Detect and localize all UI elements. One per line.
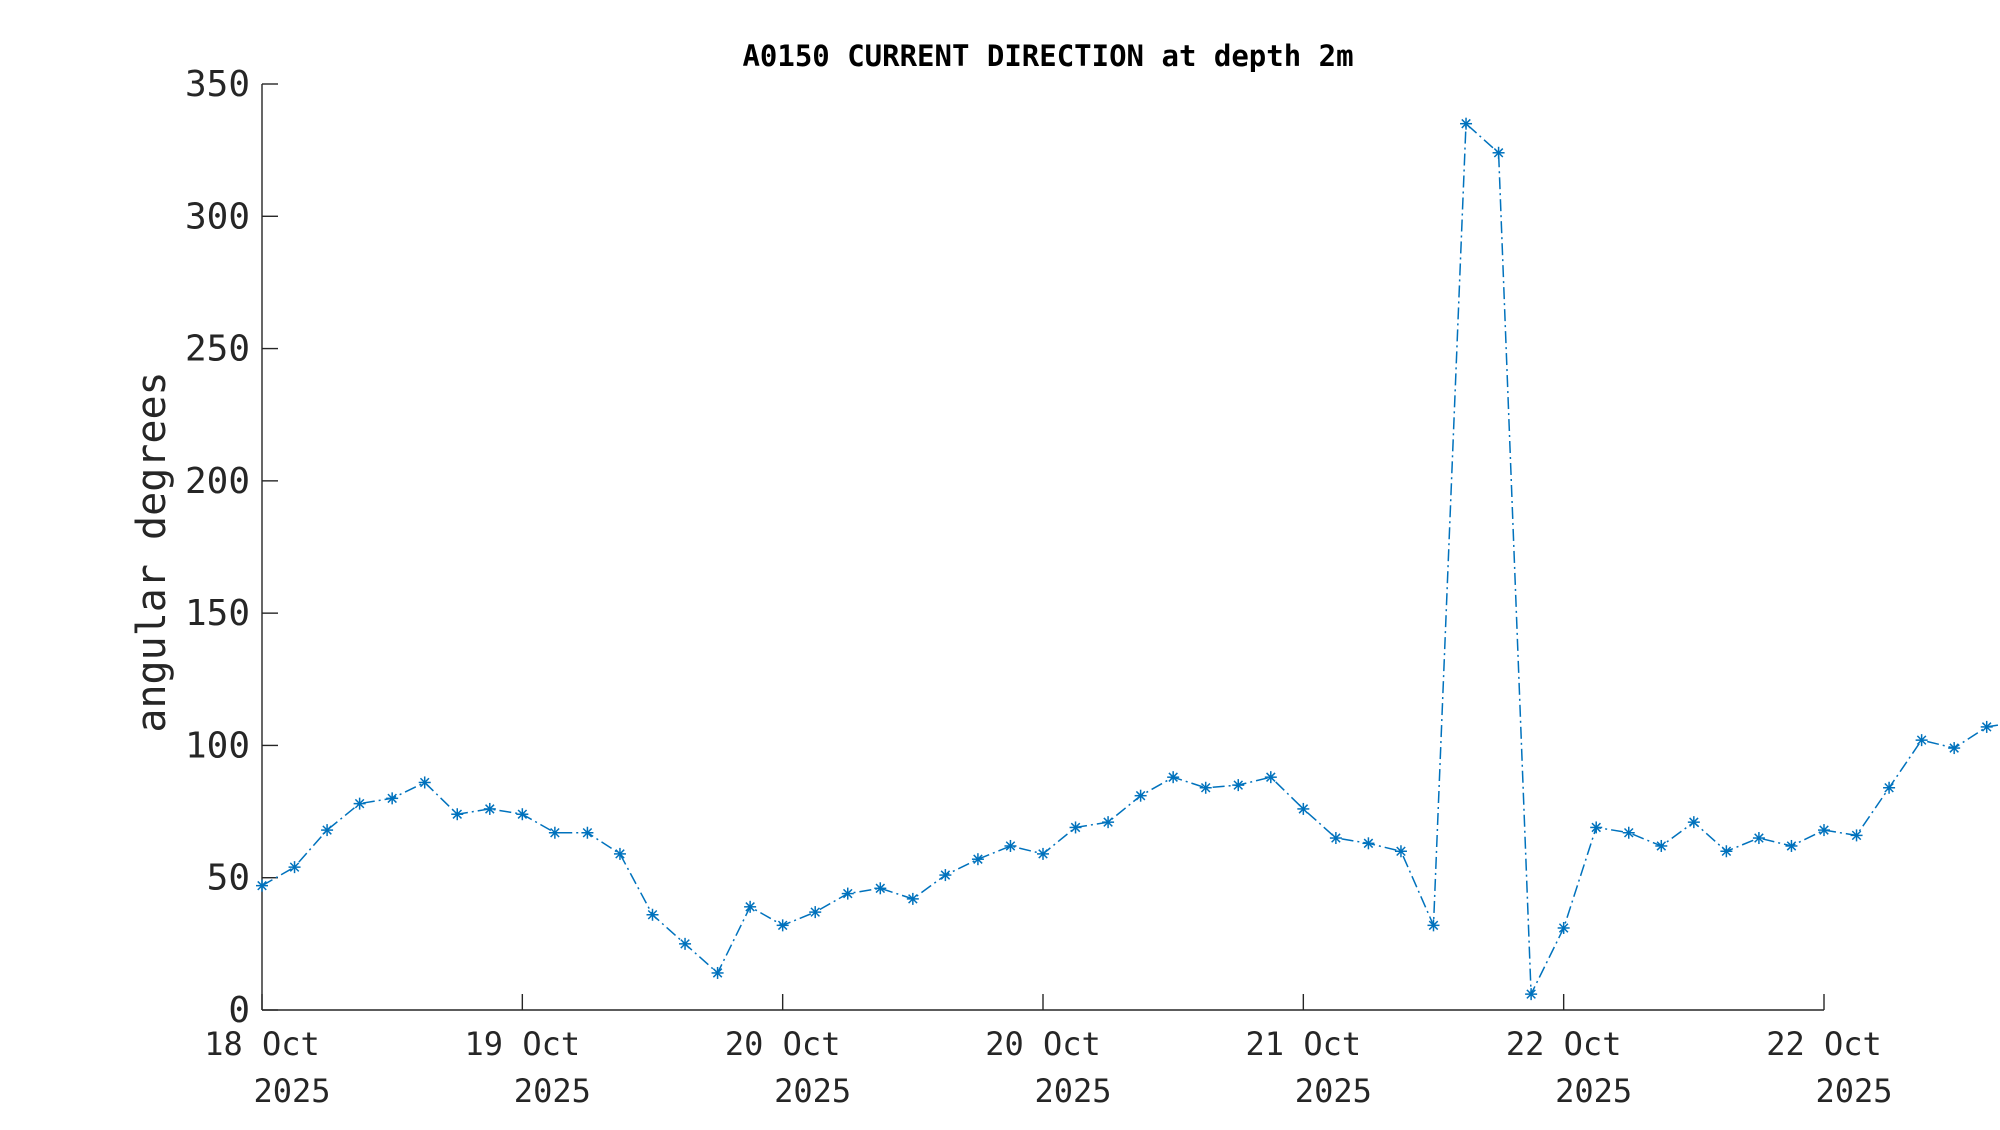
data-point-marker: [1394, 845, 1407, 858]
data-point-marker: [516, 808, 529, 821]
data-point-marker: [1785, 839, 1798, 852]
data-point-marker: [1590, 821, 1603, 834]
x-tick-label-year: 2025: [253, 1072, 330, 1110]
data-point-marker: [1232, 779, 1245, 792]
x-ticks: 18 Oct 2025 19 Oct 2025 20 Oct 2025 20 Oct 2025…: [204, 994, 1893, 1110]
y-tick-label: 100: [185, 725, 250, 766]
data-point-marker: [1948, 742, 1961, 755]
data-point-marker: [1752, 832, 1765, 845]
data-point-marker: [613, 847, 626, 860]
data-point-marker: [906, 892, 919, 905]
data-point-marker: [744, 900, 757, 913]
x-tick-label-year: 2025: [1555, 1072, 1632, 1110]
data-point-marker: [483, 802, 496, 815]
data-point-marker: [1980, 720, 1993, 733]
data-point-marker: [321, 824, 334, 837]
data-point-marker: [939, 869, 952, 882]
x-tick-label-date: 20 Oct: [725, 1025, 841, 1063]
x-tick-label-year: 2025: [1034, 1072, 1111, 1110]
x-tick-label-date: 19 Oct: [465, 1025, 581, 1063]
chart-title: A0150 CURRENT DIRECTION at depth 2m: [742, 39, 1353, 73]
x-tick-label-date: 22 Oct: [1506, 1025, 1622, 1063]
y-tick-label: 0: [228, 990, 250, 1031]
series-layer: [256, 117, 2000, 1001]
x-tick-label-year: 2025: [774, 1072, 851, 1110]
data-point-marker: [1915, 734, 1928, 747]
data-point-marker: [1134, 789, 1147, 802]
data-point-marker: [711, 966, 724, 979]
y-ticks: 0 50 100 150 200 250 300 350: [185, 64, 278, 1031]
data-point-marker: [1004, 839, 1017, 852]
data-point-marker: [353, 797, 366, 810]
data-point-marker: [548, 826, 561, 839]
data-point-marker: [418, 776, 431, 789]
data-point-marker: [1687, 816, 1700, 829]
data-point-marker: [256, 879, 268, 892]
data-point-marker: [1297, 802, 1310, 815]
data-point-marker: [451, 808, 464, 821]
data-point-marker: [1199, 781, 1212, 794]
x-tick-label-year: 2025: [1815, 1072, 1892, 1110]
data-point-marker: [288, 861, 301, 874]
data-point-marker: [1818, 824, 1830, 837]
y-tick-label: 200: [185, 461, 250, 502]
data-point-marker: [1102, 816, 1115, 829]
x-tick-label-year: 2025: [514, 1072, 591, 1110]
data-point-marker: [841, 887, 854, 900]
x-tick-label-date: 20 Oct: [985, 1025, 1101, 1063]
data-point-marker: [1557, 921, 1570, 934]
data-point-marker: [1167, 771, 1180, 784]
data-point-marker: [1362, 837, 1375, 850]
data-point-marker: [386, 792, 399, 805]
data-point-marker: [1492, 146, 1505, 159]
data-point-marker: [971, 853, 984, 866]
data-point-marker: [1037, 847, 1049, 860]
data-point-marker: [809, 906, 822, 919]
data-point-marker: [1069, 821, 1082, 834]
data-point-marker: [1850, 829, 1863, 842]
data-point-marker: [1622, 826, 1635, 839]
x-tick-label-date: 22 Oct: [1766, 1025, 1882, 1063]
y-axis-label: angular degrees: [129, 371, 175, 732]
x-tick-label-date: 21 Oct: [1246, 1025, 1362, 1063]
data-point-marker: [1329, 832, 1342, 845]
y-tick-label: 350: [185, 64, 250, 105]
x-tick-label-year: 2025: [1295, 1072, 1372, 1110]
data-point-marker: [776, 919, 789, 932]
x-tick-label-date: 18 Oct: [204, 1025, 320, 1063]
data-point-marker: [581, 826, 594, 839]
y-tick-label: 50: [207, 858, 250, 899]
data-point-marker: [1655, 839, 1668, 852]
data-point-marker: [1720, 845, 1733, 858]
data-point-marker: [874, 882, 887, 895]
data-point-marker: [1264, 771, 1277, 784]
y-tick-label: 300: [185, 196, 250, 237]
data-point-marker: [646, 908, 659, 921]
y-tick-label: 150: [185, 593, 250, 634]
y-tick-label: 250: [185, 329, 250, 370]
data-point-marker: [1525, 988, 1538, 1001]
data-point-marker: [1427, 919, 1440, 932]
axes: [261, 84, 1824, 1011]
data-point-marker: [1883, 781, 1896, 794]
series-line: [261, 122, 2000, 995]
data-point-marker: [1460, 117, 1473, 130]
data-point-marker: [679, 937, 692, 950]
